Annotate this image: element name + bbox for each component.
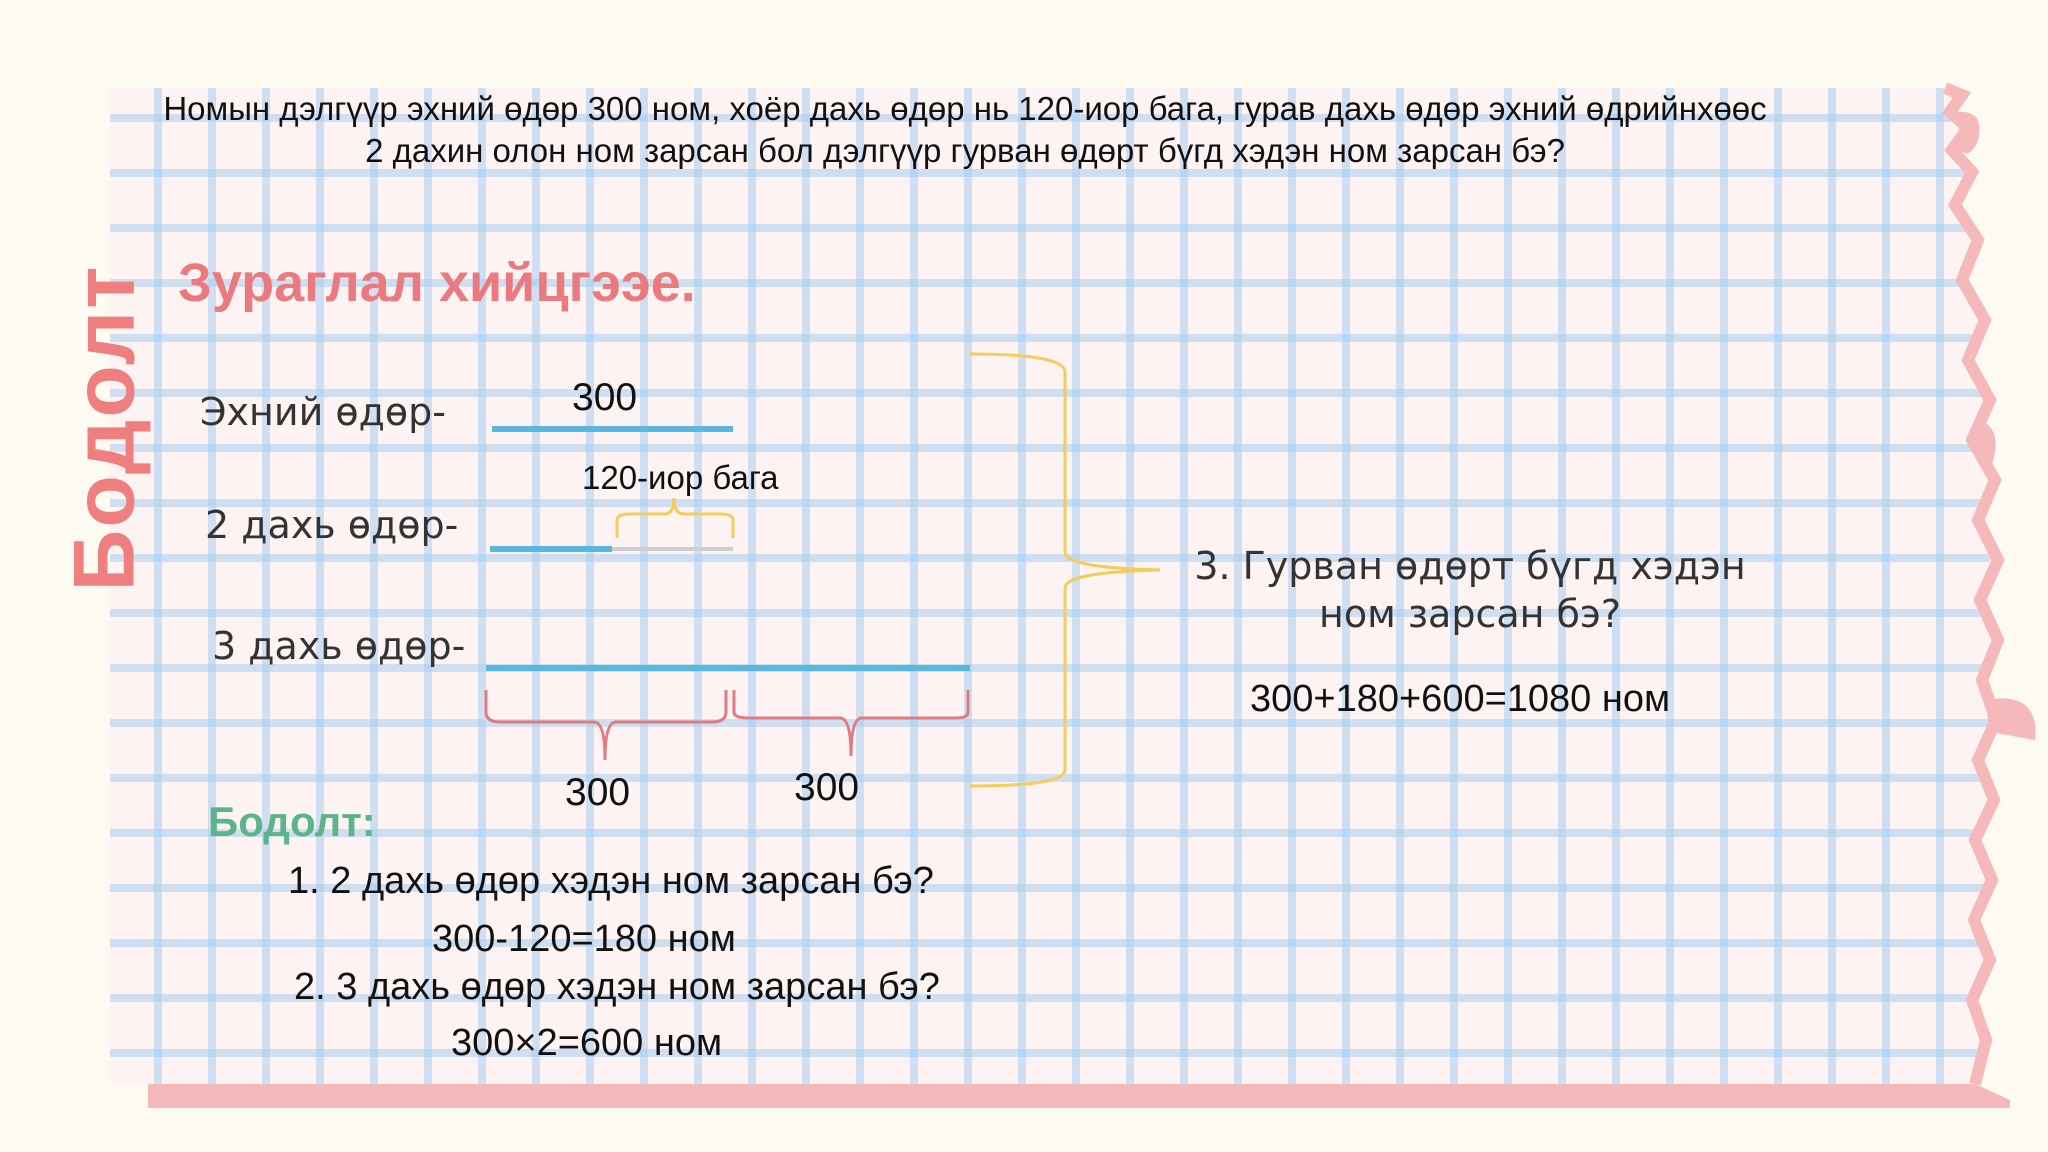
solution-step-2-question: 2. 3 дахь өдөр хэдэн ном зарсан бэ? (294, 966, 940, 1008)
day-2-difference-note: 120-иор бага (582, 459, 779, 496)
day-3-segment-label-2: 300 (794, 766, 860, 809)
row-label-day-2: 2 дахь өдөр- (205, 503, 459, 547)
total-brace (969, 352, 1161, 788)
problem-statement: Номын дэлгүүр эхний өдөр 300 ном, хоёр д… (115, 88, 1815, 172)
problem-line-2: 2 дахин олон ном зарсан бол дэлгүүр гурв… (365, 132, 1565, 169)
segment-brace-1 (484, 690, 728, 761)
difference-brace (615, 497, 735, 538)
solution-step-2-answer: 300×2=600 ном (451, 1022, 723, 1064)
total-question: 3. Гурван өдөрт бүгд хэдэн ном зарсан бэ… (1194, 544, 1746, 636)
problem-line-1: Номын дэлгүүр эхний өдөр 300 ном, хоёр д… (163, 90, 1767, 127)
diagram-heading: Зураглал хийцгээе. (178, 253, 696, 313)
segment-brace-2 (732, 690, 970, 757)
paper-shadow (148, 1084, 2010, 1108)
total-answer: 300+180+600=1080 ном (1250, 678, 1671, 720)
solution-heading: Бодолт: (208, 798, 376, 845)
row-label-day-3: 3 дахь өдөр- (212, 624, 466, 668)
solution-step-1-answer: 300-120=180 ном (432, 918, 736, 960)
grid-paper (110, 88, 1990, 1084)
solution-step-1-question: 1. 2 дахь өдөр хэдэн ном зарсан бэ? (288, 860, 934, 902)
day-3-segment-label-1: 300 (565, 771, 631, 814)
row-label-day-1: Эхний өдөр- (200, 390, 446, 434)
day-1-value-label: 300 (572, 376, 638, 419)
